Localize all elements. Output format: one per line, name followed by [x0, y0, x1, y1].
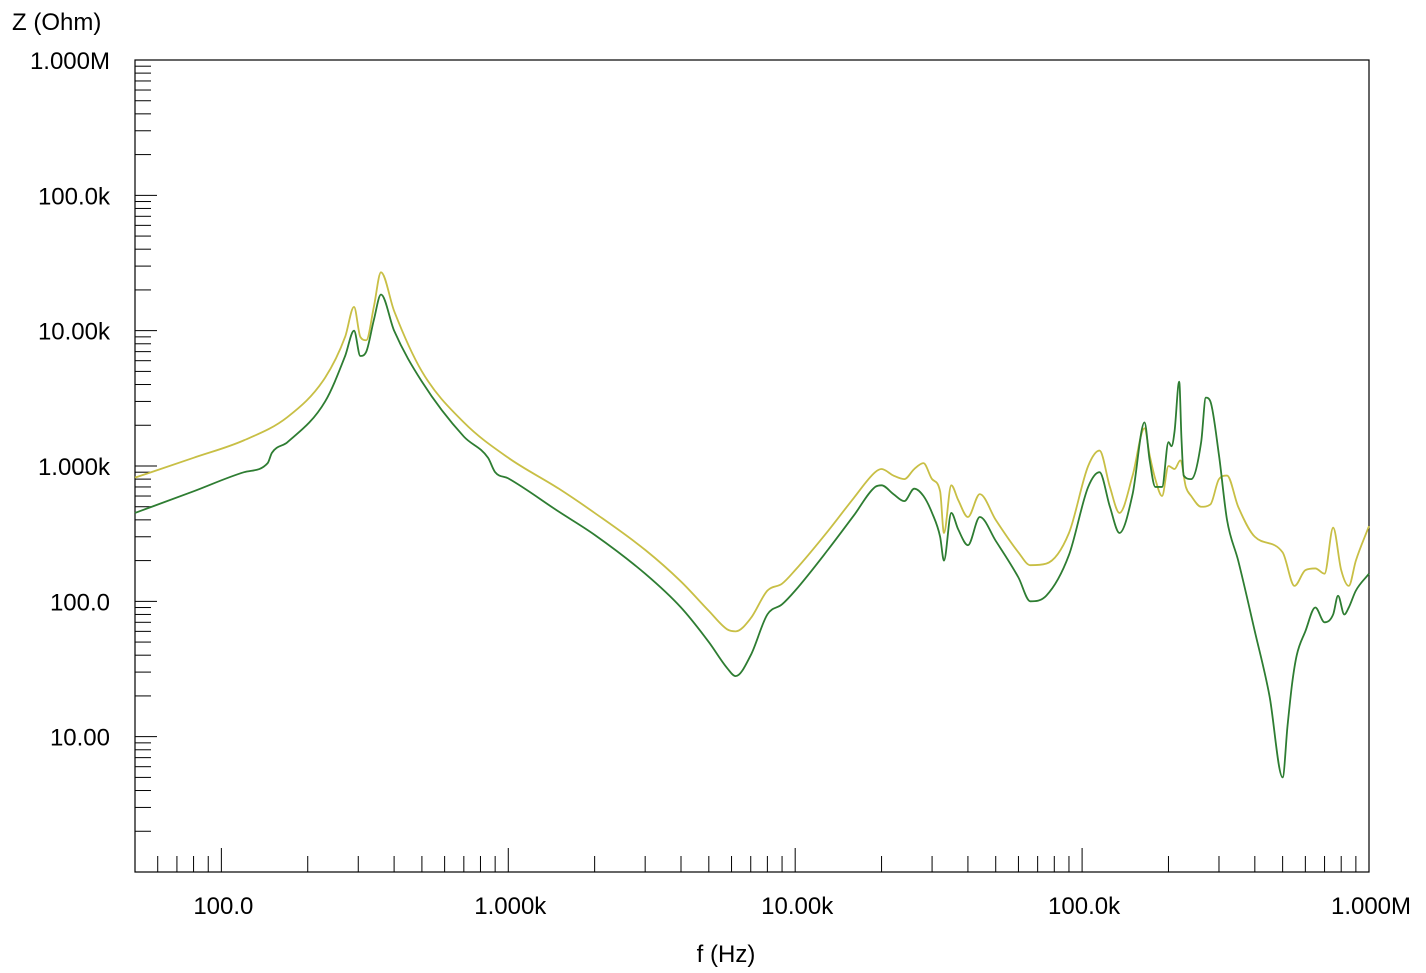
- y-axis: 1.000M 100.0k 10.00k 1.000k 100.0 10.00: [30, 48, 157, 873]
- y-tick-label: 100.0: [50, 589, 110, 616]
- x-tick-label: 100.0: [193, 893, 253, 920]
- y-tick-label: 10.00: [50, 725, 110, 752]
- x-axis-title: f (Hz): [697, 941, 756, 968]
- y-tick-label: 1.000k: [38, 454, 111, 481]
- series-line-2: [134, 293, 1370, 779]
- x-axis: 100.0 1.000k 10.00k 100.0k 1.000M: [134, 848, 1411, 920]
- y-axis-title: Z (Ohm): [12, 9, 101, 36]
- x-tick-label: 1.000M: [1331, 893, 1411, 920]
- y-tick-label: 10.00k: [38, 319, 111, 346]
- plot-area-frame: [134, 59, 1370, 873]
- y-tick-label: 1.000M: [30, 48, 110, 75]
- x-tick-label: 1.000k: [474, 893, 547, 920]
- y-tick-label: 100.0k: [38, 183, 111, 210]
- series-layer: [134, 271, 1370, 779]
- x-tick-label: 100.0k: [1048, 893, 1121, 920]
- series-line-1: [134, 271, 1370, 633]
- x-tick-label: 10.00k: [761, 893, 834, 920]
